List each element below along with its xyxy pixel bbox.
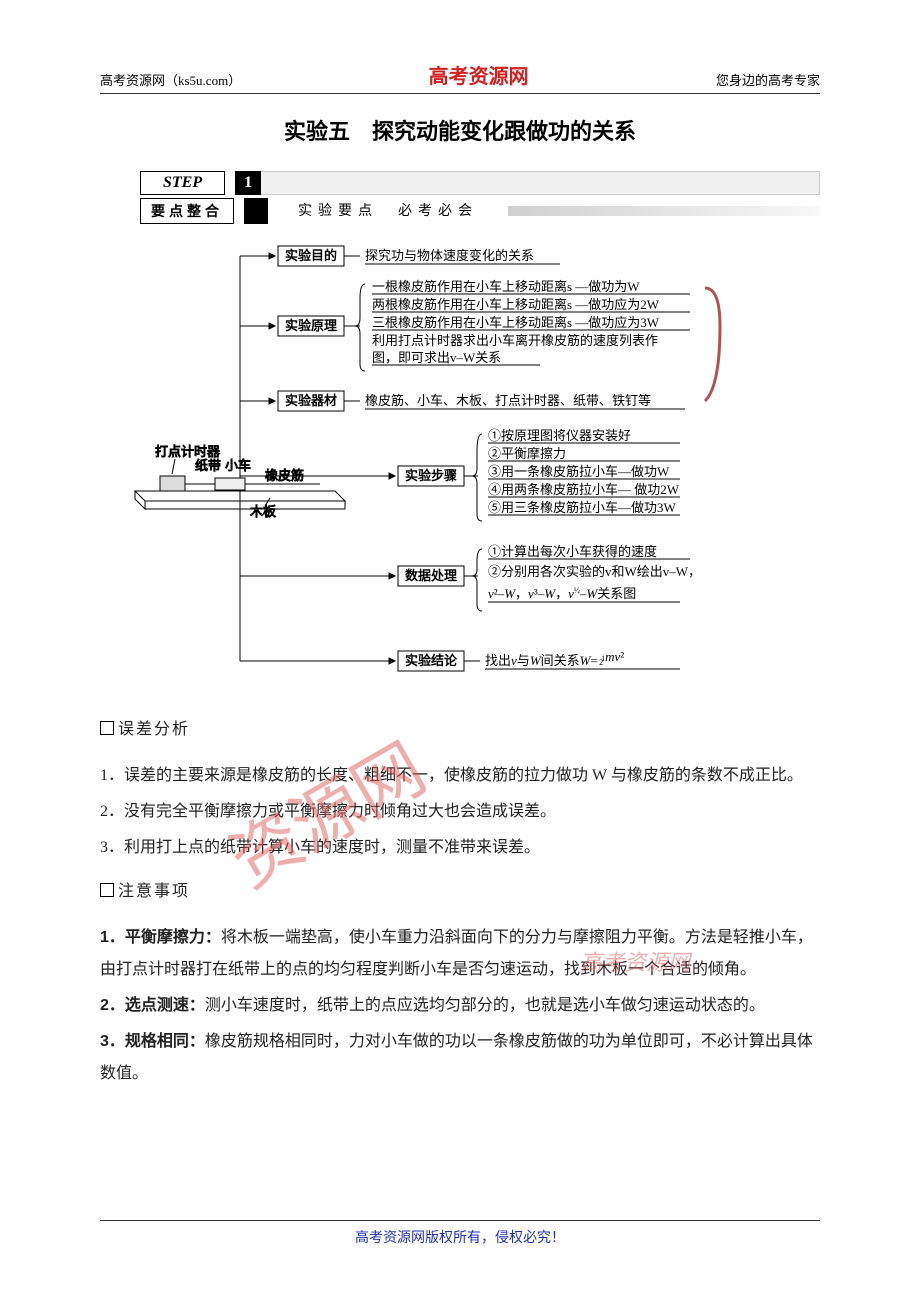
node-conclusion: 实验结论 (405, 653, 458, 668)
principle-line-1: 一根橡皮筋作用在小车上移动距离s —做功为W (372, 279, 640, 294)
label-rubber: 橡皮筋 (265, 468, 304, 483)
node-steps: 实验步骤 (405, 468, 457, 483)
label-board: 木板 (250, 504, 276, 519)
conclusion-desc: 找出v与W间关系W= 12mv² (485, 649, 624, 668)
page-title: 实验五 探究动能变化跟做功的关系 (100, 114, 820, 146)
header-left: 高考资源网（ks5u.com） (100, 70, 241, 89)
node-equipment: 实验器材 (285, 393, 337, 408)
error-analysis-section: 误差分析 1．误差的主要来源是橡皮筋的长度、粗细不一，使橡皮筋的拉力做功 W 与… (100, 706, 820, 864)
note-item-1: 1．平衡摩擦力：将木板一端垫高，使小车重力沿斜面向下的分力与摩擦阻力平衡。方法是… (100, 922, 820, 986)
page-footer: 高考资源网版权所有，侵权必究！ (100, 1220, 820, 1247)
step-line-5: ⑤用三条橡皮筋拉小车—做功3W (488, 500, 677, 515)
notes-section: 注意事项 1．平衡摩擦力：将木板一端垫高，使小车重力沿斜面向下的分力与摩擦阻力平… (100, 868, 820, 1090)
diagram-svg: 实验目的 探究功与物体速度变化的关系 实验原理 一根橡皮筋作用在小车上移动距离s… (120, 236, 820, 686)
error-heading: 误差分析 (100, 714, 190, 746)
note-item-3: 3．规格相同：橡皮筋规格相同时，力对小车做的功以一条橡皮筋做的功为单位即可，不必… (100, 1026, 820, 1090)
step-bar: STEP 1 (140, 171, 820, 195)
req-text: 实验要点 必考必会 (268, 198, 508, 224)
node-purpose: 实验目的 (285, 248, 337, 263)
data-line-2: ②分别用各次实验的v和W绘出v–W， (488, 564, 701, 579)
header-right: 您身边的高考专家 (716, 70, 820, 89)
step-line-1: ①按原理图将仪器安装好 (488, 428, 631, 443)
step-line-3: ③用一条橡皮筋拉小车—做功W (488, 464, 670, 479)
data-line-3: v²–W，v³–W，v½–W关系图 (488, 586, 636, 601)
header-center: 高考资源网 (429, 60, 529, 89)
page-header: 高考资源网（ks5u.com） 高考资源网 您身边的高考专家 (100, 60, 820, 94)
step-label: STEP (140, 171, 225, 195)
principle-line-3: 三根橡皮筋作用在小车上移动距离s —做功应为3W (372, 315, 660, 330)
purpose-desc: 探究功与物体速度变化的关系 (365, 248, 534, 263)
notes-heading: 注意事项 (100, 876, 190, 908)
note-item-2: 2．选点测速：测小车速度时，纸带上的点应选均匀部分的，也就是选小车做匀速运动状态… (100, 990, 820, 1022)
node-data: 数据处理 (405, 568, 457, 583)
step-line-4: ④用两条橡皮筋拉小车— 做功2W (488, 482, 680, 497)
label-tape: 纸带 (195, 458, 221, 473)
equipment-desc: 橡皮筋、小车、木板、打点计时器、纸带、铁钉等 (365, 393, 651, 408)
step-number: 1 (235, 171, 261, 195)
principle-line-4: 利用打点计时器求出小车离开橡皮筋的速度列表作 (372, 333, 658, 348)
label-cart: 小车 (225, 458, 251, 473)
error-item-3: 3．利用打上点的纸带计算小车的速度时，测量不准带来误差。 (100, 832, 820, 864)
label-timer: 打点计时器 (155, 444, 220, 459)
data-line-1: ①计算出每次小车获得的速度 (488, 544, 657, 559)
step-line-2: ②平衡摩擦力 (488, 446, 566, 461)
req-label: 要点整合 (140, 198, 234, 224)
node-principle: 实验原理 (285, 318, 337, 333)
principle-line-2: 两根橡皮筋作用在小车上移动距离s —做功应为2W (372, 297, 660, 312)
right-brace-icon (705, 288, 720, 401)
experiment-diagram: 实验目的 探究功与物体速度变化的关系 实验原理 一根橡皮筋作用在小车上移动距离s… (120, 236, 800, 686)
error-item-2: 2．没有完全平衡摩擦力或平衡摩擦力时倾角过大也会造成误差。 (100, 796, 820, 828)
principle-line-5: 图，即可求出v–W关系 (372, 350, 501, 365)
error-item-1: 1．误差的主要来源是橡皮筋的长度、粗细不一，使橡皮筋的拉力做功 W 与橡皮筋的条… (100, 760, 820, 792)
requirements-bar: 要点整合 实验要点 必考必会 (140, 198, 820, 224)
